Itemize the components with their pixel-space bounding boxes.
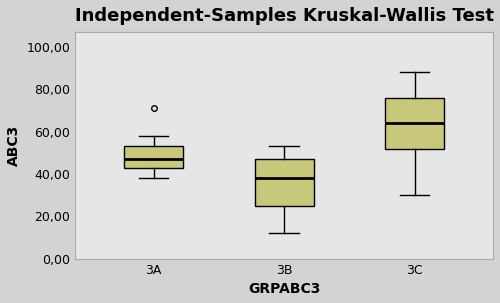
Y-axis label: ABC3: ABC3	[7, 125, 21, 166]
PathPatch shape	[124, 146, 183, 168]
PathPatch shape	[255, 159, 314, 206]
X-axis label: GRPABC3: GRPABC3	[248, 282, 320, 296]
Title: Independent-Samples Kruskal-Wallis Test: Independent-Samples Kruskal-Wallis Test	[74, 7, 494, 25]
PathPatch shape	[386, 98, 444, 148]
